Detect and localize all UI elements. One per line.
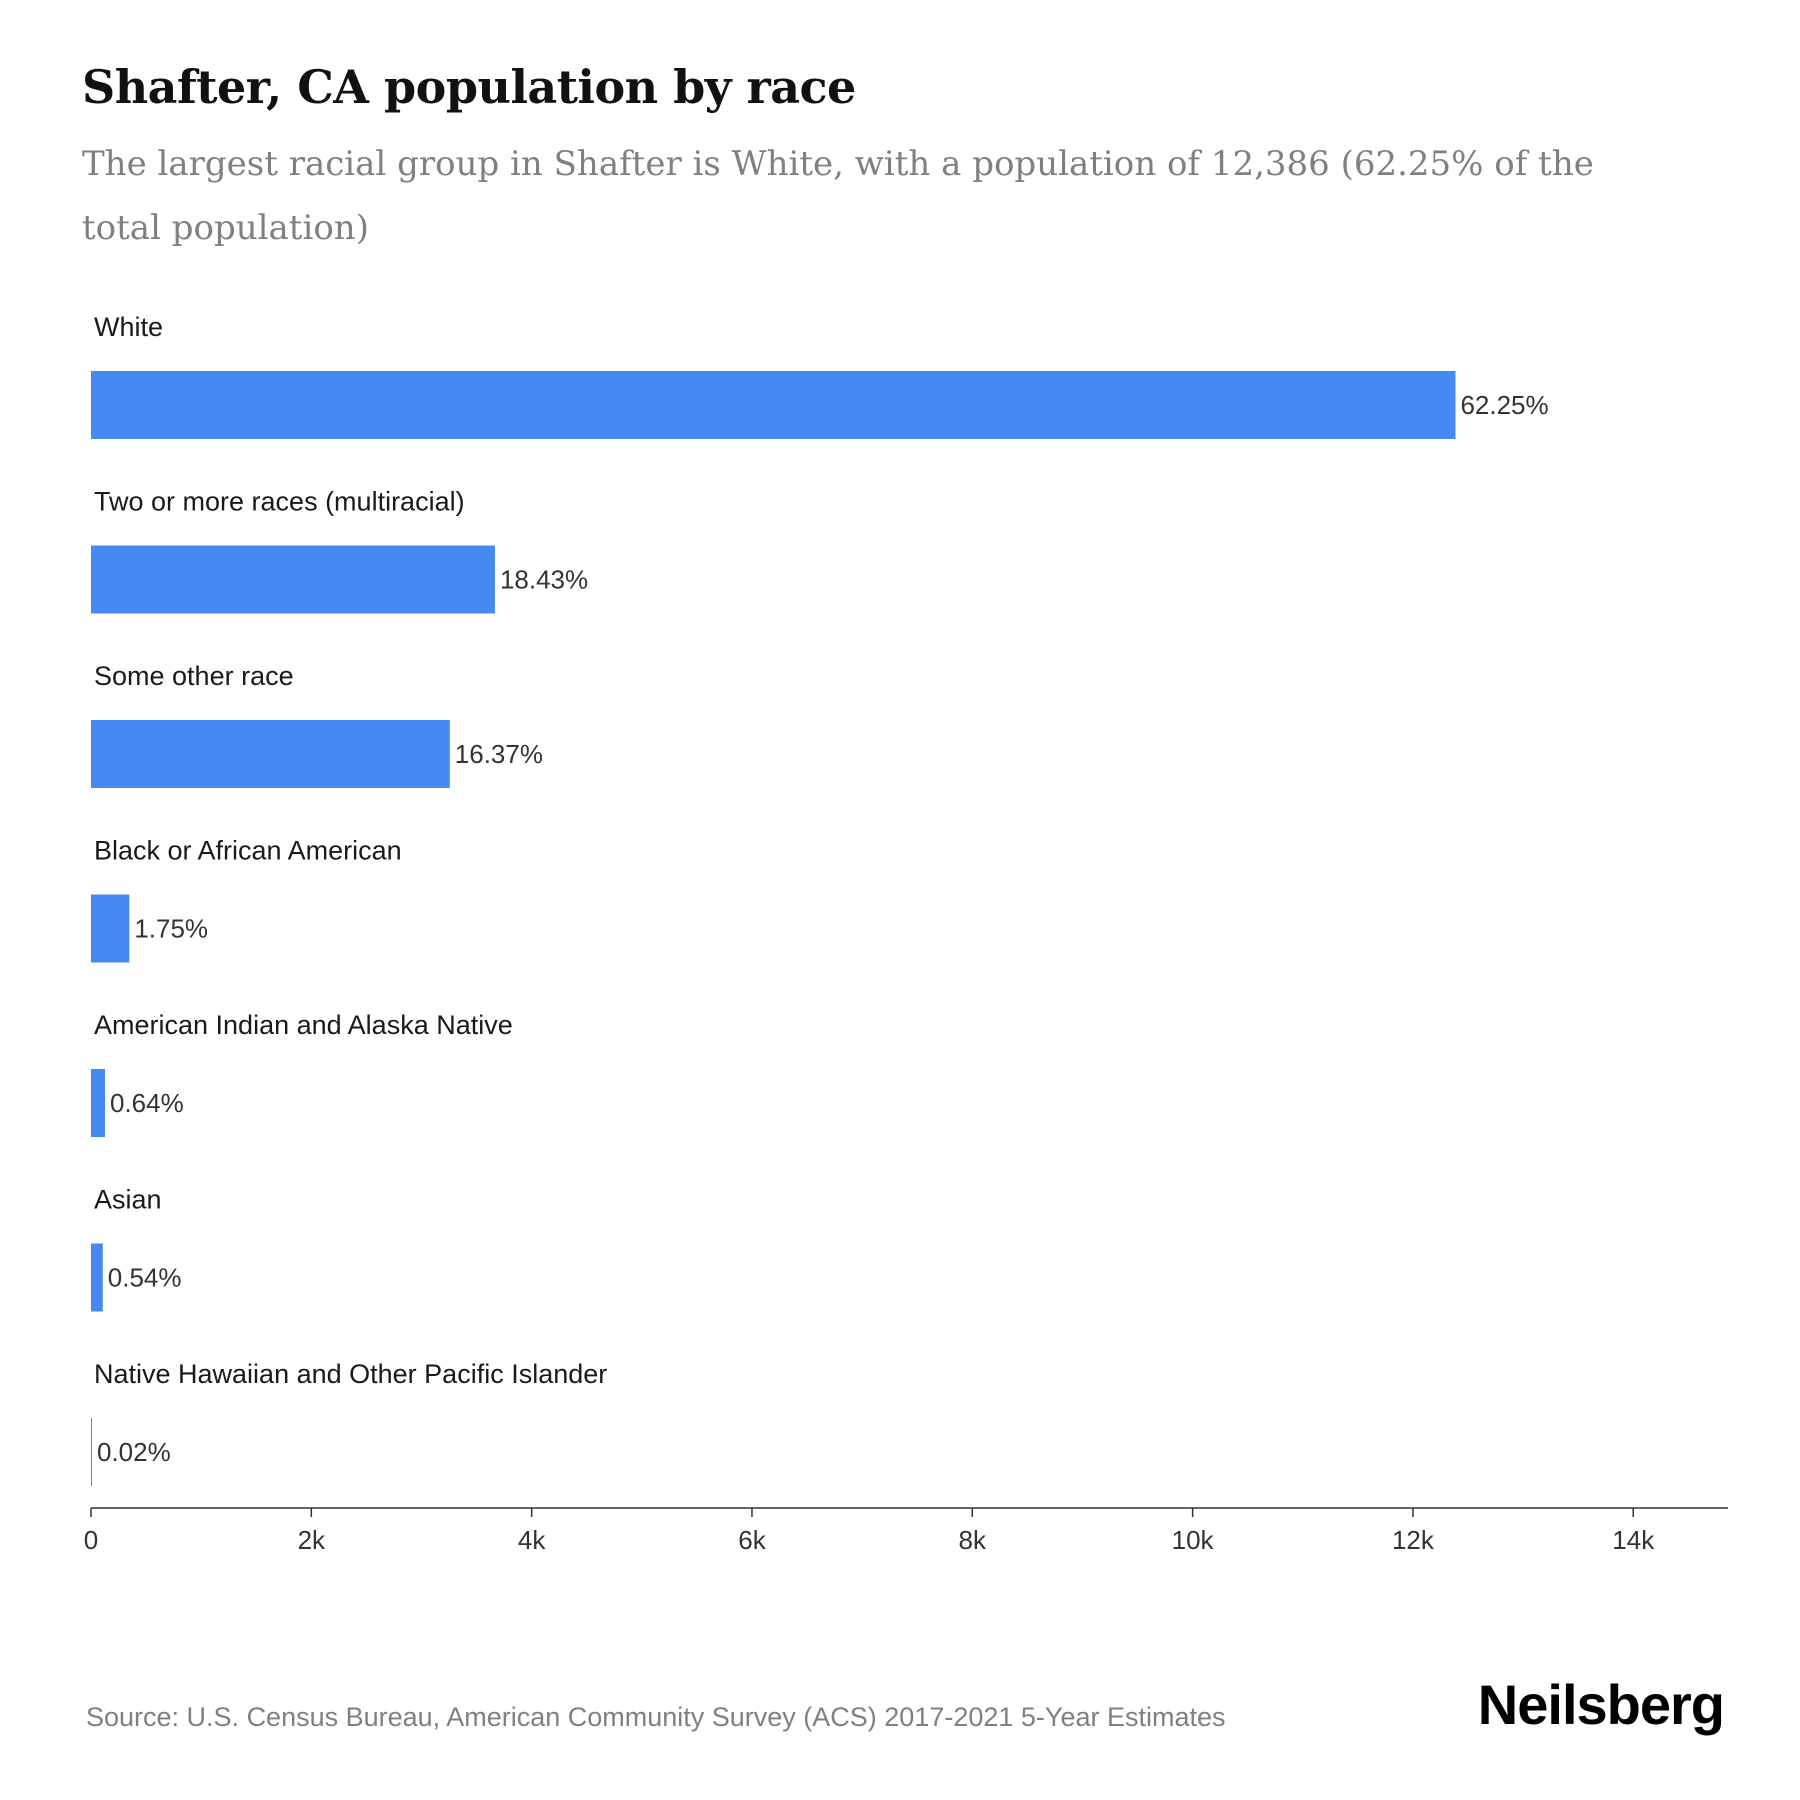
chart-subtitle: The largest racial group in Shafter is W… <box>82 144 1594 248</box>
category-label: Asian <box>94 1185 162 1215</box>
value-label: 16.37% <box>455 739 543 769</box>
value-label: 0.54% <box>108 1262 182 1292</box>
value-label: 0.64% <box>110 1088 184 1118</box>
bar-chart: White 62.25% Two or more races (multiracia… <box>84 312 1728 1555</box>
x-tick-label: 8k <box>959 1525 987 1555</box>
value-label: 18.43% <box>500 564 588 594</box>
category-label: White <box>94 312 163 342</box>
bar <box>91 1418 92 1486</box>
bar <box>91 545 495 614</box>
x-tick-label: 4k <box>518 1525 546 1555</box>
category-label: Black or African American <box>94 836 402 866</box>
value-label: 0.02% <box>97 1437 171 1467</box>
x-tick-label: 0 <box>84 1525 98 1555</box>
source-note: Source: U.S. Census Bureau, American Com… <box>86 1702 1226 1732</box>
x-tick-label: 2k <box>298 1525 326 1555</box>
bar <box>91 1243 103 1312</box>
bar <box>91 720 450 788</box>
brand-logo: Neilsberg <box>1477 1673 1725 1736</box>
category-label: American Indian and Alaska Native <box>94 1010 513 1040</box>
x-tick-label: 6k <box>738 1525 766 1555</box>
bar <box>91 371 1456 439</box>
chart-title: Shafter, CA population by race <box>82 60 856 114</box>
x-tick-label: 14k <box>1612 1525 1655 1555</box>
x-tick-label: 10k <box>1172 1525 1215 1555</box>
value-label: 1.75% <box>134 913 208 943</box>
value-label: 62.25% <box>1460 390 1548 420</box>
category-label: Some other race <box>94 661 294 691</box>
category-label: Two or more races (multiracial) <box>94 487 465 517</box>
x-tick-label: 12k <box>1392 1525 1435 1555</box>
bar <box>91 1069 105 1137</box>
bar <box>91 894 130 963</box>
category-label: Native Hawaiian and Other Pacific Island… <box>94 1359 607 1389</box>
